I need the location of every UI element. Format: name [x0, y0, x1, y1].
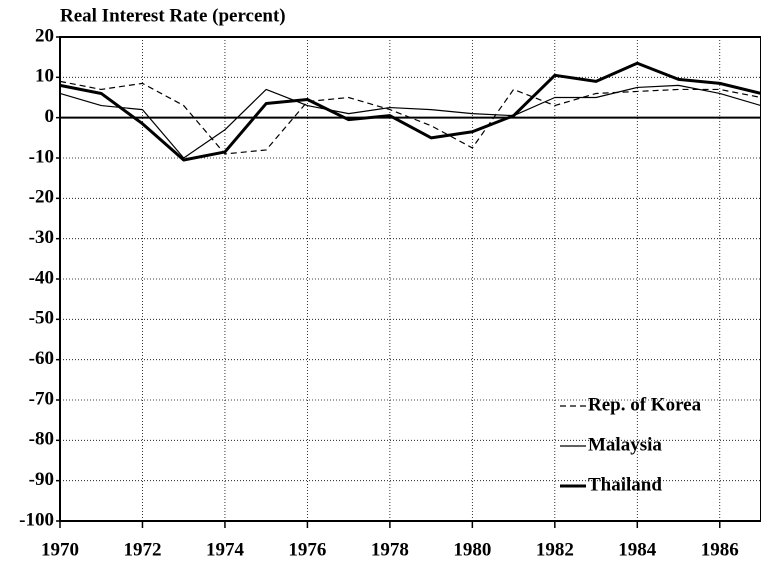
y-tick-label: -80 [29, 429, 54, 450]
y-tick-label: -50 [29, 308, 54, 329]
x-tick-label: 1984 [618, 539, 657, 560]
x-tick-label: 1976 [288, 539, 326, 560]
series-line [59, 84, 761, 159]
y-tick-label: -70 [29, 388, 54, 409]
x-tick-label: 1986 [701, 539, 739, 560]
legend-label: Rep. of Korea [588, 394, 702, 415]
x-tick-label: 1974 [206, 539, 245, 560]
legend-label: Malaysia [588, 434, 662, 455]
x-tick-label: 1972 [123, 539, 161, 560]
y-tick-label: -90 [29, 469, 54, 490]
y-tick-label: 10 [35, 66, 54, 87]
x-tick-label: 1980 [453, 539, 491, 560]
x-tick-label: 1982 [536, 539, 574, 560]
x-tick-label: 1978 [371, 539, 409, 560]
series-line [59, 80, 761, 155]
y-tick-label: -10 [29, 146, 54, 167]
x-tick-label: 1970 [41, 539, 79, 560]
series-line [59, 61, 761, 162]
y-tick-label: -30 [29, 227, 54, 248]
y-tick-label: 20 [35, 25, 54, 46]
y-tick-label: -100 [19, 509, 54, 530]
y-tick-label: 0 [45, 106, 55, 127]
y-tick-label: -60 [29, 348, 54, 369]
plot-frame [59, 36, 761, 522]
chart-title: Real Interest Rate (percent) [60, 5, 286, 26]
y-tick-label: -40 [29, 267, 54, 288]
y-tick-label: -20 [29, 187, 54, 208]
legend-label: Thailand [588, 474, 662, 495]
